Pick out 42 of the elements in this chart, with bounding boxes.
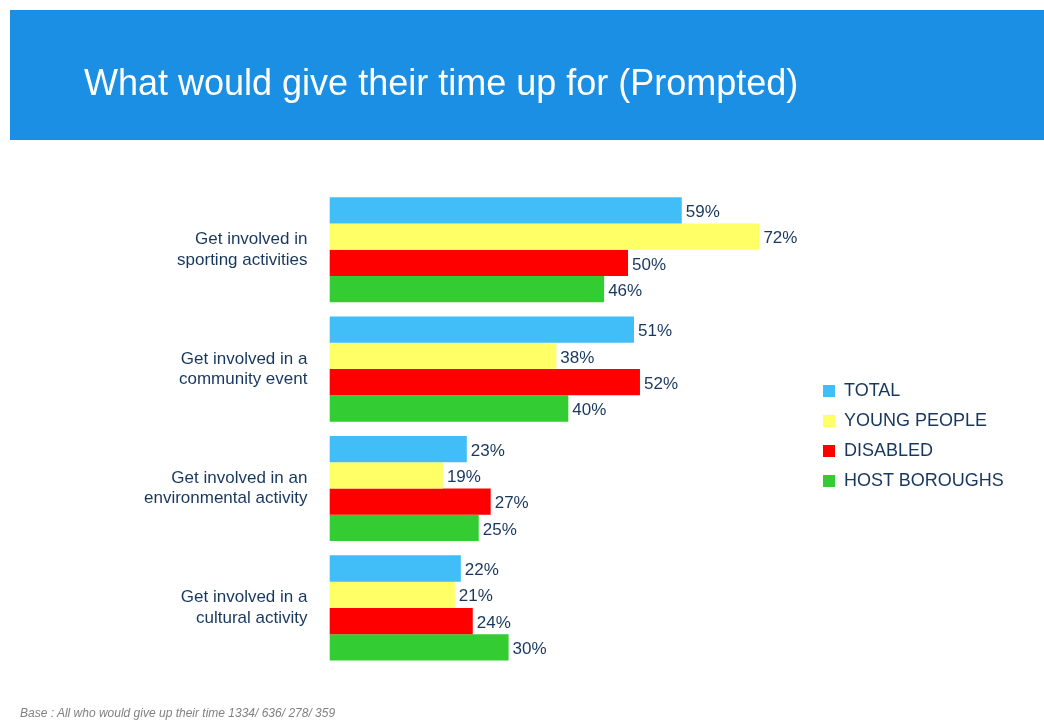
data-label: 72%	[763, 228, 798, 248]
data-label: 50%	[632, 254, 667, 274]
bar	[329, 223, 760, 250]
data-label: 40%	[572, 400, 607, 420]
bar	[329, 634, 509, 661]
bar	[329, 514, 479, 542]
bar	[329, 555, 461, 582]
data-label: 51%	[638, 321, 673, 341]
bar	[329, 275, 605, 303]
legend-label: TOTAL	[843, 379, 901, 400]
data-label: 23%	[470, 440, 505, 460]
y-tick-label: Get involved in a community event	[178, 348, 308, 388]
legend-label: YOUNG PEOPLE	[843, 409, 988, 430]
bar	[329, 316, 634, 343]
data-label: 59%	[685, 201, 720, 221]
bar	[329, 342, 557, 370]
bar	[329, 249, 629, 276]
data-label: 22%	[464, 560, 499, 580]
bar	[329, 369, 640, 396]
y-tick-label: Get involved in an environmental activity	[143, 467, 308, 508]
bar	[329, 435, 467, 463]
data-label: 46%	[608, 280, 643, 300]
data-label: 30%	[512, 638, 547, 658]
data-label: 25%	[482, 519, 517, 539]
text: Base : All who would give up their time 1334/ 636/ 278/ 359	[20, 706, 336, 720]
bar	[329, 462, 443, 489]
data-label: 19%	[446, 467, 481, 487]
bar	[329, 488, 491, 515]
data-label: 21%	[458, 586, 493, 606]
data-label: 38%	[560, 347, 595, 367]
bar	[329, 607, 473, 635]
bar	[329, 395, 569, 422]
y-tick-label: Get involved in a cultural activity	[180, 587, 308, 627]
data-label: 24%	[476, 612, 511, 632]
bar	[329, 581, 455, 608]
legend-label: DISABLED	[843, 439, 934, 460]
bar	[329, 197, 682, 224]
legend-label: HOST BOROUGHS	[843, 469, 1004, 490]
data-label: 52%	[643, 373, 678, 393]
chart-title: What would give their time up for (Prompted)	[84, 62, 799, 104]
y-tick-label: Get involved in sporting activities	[177, 229, 308, 269]
data-label: 27%	[494, 493, 529, 513]
